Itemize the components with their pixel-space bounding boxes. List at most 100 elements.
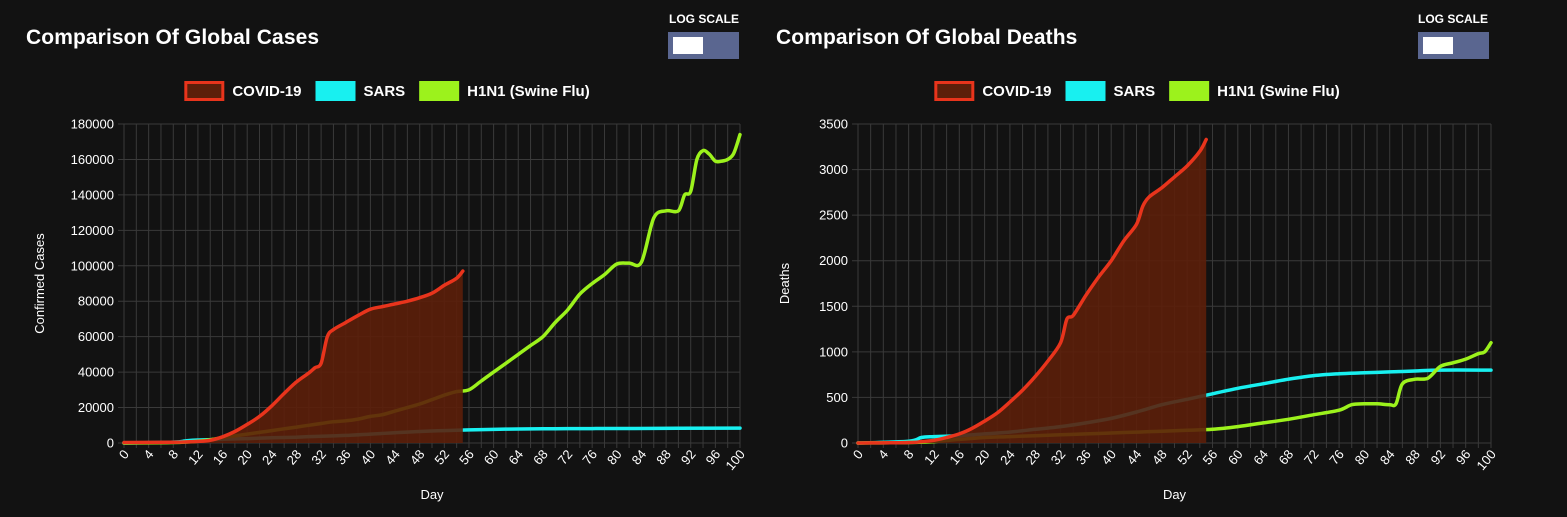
x-tick-label: 36 [1073,447,1094,468]
legend-swatch-covid-19 [184,81,225,101]
y-tick-label: 2000 [819,253,848,268]
y-axis-label: Confirmed Cases [32,233,47,334]
y-axis-label: Deaths [777,262,792,304]
y-tick-label: 1500 [819,299,848,314]
y-tick-label: 40000 [78,365,114,380]
x-tick-label: 20 [234,447,255,468]
y-tick-label: 500 [826,390,848,405]
x-tick-label: 4 [140,447,156,462]
legend-swatch-h1n1-swine-flu [1169,81,1210,101]
legend-label-sars: SARS [1113,83,1155,100]
x-tick-label: 84 [1377,447,1398,468]
y-tick-label: 100000 [71,258,114,273]
x-tick-label: 64 [505,447,526,468]
x-tick-label: 88 [653,447,674,468]
x-tick-label: 56 [1200,447,1221,468]
y-tick-label: 140000 [71,187,114,202]
x-tick-label: 20 [972,447,993,468]
cases-log-scale-label: LOG SCALE [669,12,740,26]
deaths-log-scale-label: LOG SCALE [1418,12,1489,26]
x-tick-label: 12 [921,447,942,468]
legend-item-covid-19: COVID-19 [934,81,1052,101]
x-tick-label: 44 [1124,447,1145,468]
cases-chart: COVID-19 SARS H1N1 (Swine Flu) 0 20000 40000 6… [32,81,748,502]
x-tick-label: 52 [431,447,452,468]
x-tick-label: 96 [703,447,724,468]
x-tick-label: 0 [850,447,866,462]
x-tick-label: 60 [1225,447,1246,468]
cases-panel: COVID-19 SARS H1N1 (Swine Flu) 0 20000 40000 6… [0,0,760,517]
legend-item-sars: SARS [1065,81,1155,101]
x-tick-label: 96 [1453,447,1474,468]
legend-item-covid-19: COVID-19 [184,81,302,101]
y-tick-label: 1000 [819,344,848,359]
x-tick-label: 84 [629,447,650,468]
x-tick-label: 44 [382,447,403,468]
cases-chart-title: Comparison Of Global Cases [26,26,320,49]
deaths-chart-title: Comparison Of Global Deaths [776,26,1078,49]
y-tick-label: 60000 [78,329,114,344]
x-tick-label: 80 [1352,447,1373,468]
legend-label-covid-19: COVID-19 [982,83,1051,100]
x-tick-label: 92 [1428,447,1449,468]
deaths-chart: COVID-19 SARS H1N1 (Swine Flu)050010001500… [777,81,1499,502]
x-tick-label: 100 [1473,447,1498,473]
x-tick-label: 72 [1301,447,1322,468]
y-tick-label: 180000 [71,117,114,132]
x-tick-label: 0 [116,447,132,462]
y-tick-label: 80000 [78,294,114,309]
x-tick-label: 88 [1402,447,1423,468]
legend-swatch-sars [315,81,356,101]
x-tick-label: 16 [210,447,231,468]
y-tick-label: 3500 [819,117,848,132]
y-tick-label: 0 [107,436,114,451]
x-tick-label: 28 [284,447,305,468]
x-tick-label: 52 [1174,447,1195,468]
x-tick-label: 76 [1326,447,1347,468]
x-tick-label: 8 [900,447,916,462]
x-tick-label: 56 [456,447,477,468]
x-tick-label: 4 [875,447,891,462]
x-tick-label: 48 [407,447,428,468]
legend-swatch-covid-19 [934,81,975,101]
series-line-covid-19 [122,269,465,445]
x-tick-label: 16 [946,447,967,468]
x-tick-label: 64 [1250,447,1271,468]
x-tick-label: 76 [579,447,600,468]
cases-log-scale-toggle[interactable] [668,32,739,59]
x-tick-label: 24 [259,447,280,468]
x-tick-label: 12 [185,447,206,468]
legend-swatch-h1n1-swine-flu [419,81,460,101]
x-tick-label: 40 [1098,447,1119,468]
legend-label-h1n1-swine-flu: H1N1 (Swine Flu) [1217,83,1340,100]
series-area-covid-19 [858,139,1207,443]
legend-label-h1n1-swine-flu: H1N1 (Swine Flu) [467,83,590,100]
y-tick-label: 3000 [819,162,848,177]
x-tick-label: 92 [678,447,699,468]
y-tick-label: 0 [841,436,848,451]
x-tick-label: 24 [997,447,1018,468]
x-tick-label: 32 [1048,447,1069,468]
y-tick-label: 20000 [78,400,114,415]
y-tick-label: 2500 [819,208,848,223]
x-tick-label: 32 [308,447,329,468]
legend-item-h1n1-swine-flu: H1N1 (Swine Flu) [419,81,590,101]
x-tick-label: 48 [1149,447,1170,468]
x-tick-label: 28 [1022,447,1043,468]
legend-item-h1n1-swine-flu: H1N1 (Swine Flu) [1169,81,1340,101]
x-tick-label: 72 [555,447,576,468]
series-line-covid-19 [856,137,1208,445]
x-axis-label: Day [1163,487,1187,502]
x-tick-label: 8 [165,447,181,462]
legend-swatch-sars [1065,81,1106,101]
deaths-panel: COVID-19 SARS H1N1 (Swine Flu) 0 500 1000 1500… [750,0,1510,517]
y-tick-label: 160000 [71,152,114,167]
legend-label-covid-19: COVID-19 [232,83,301,100]
x-tick-label: 60 [481,447,502,468]
deaths-log-scale-toggle[interactable] [1418,32,1489,59]
legend-label-sars: SARS [363,83,405,100]
x-tick-label: 40 [358,447,379,468]
x-axis-label: Day [420,487,444,502]
x-tick-label: 68 [1276,447,1297,468]
series-area-covid-19 [124,271,463,443]
